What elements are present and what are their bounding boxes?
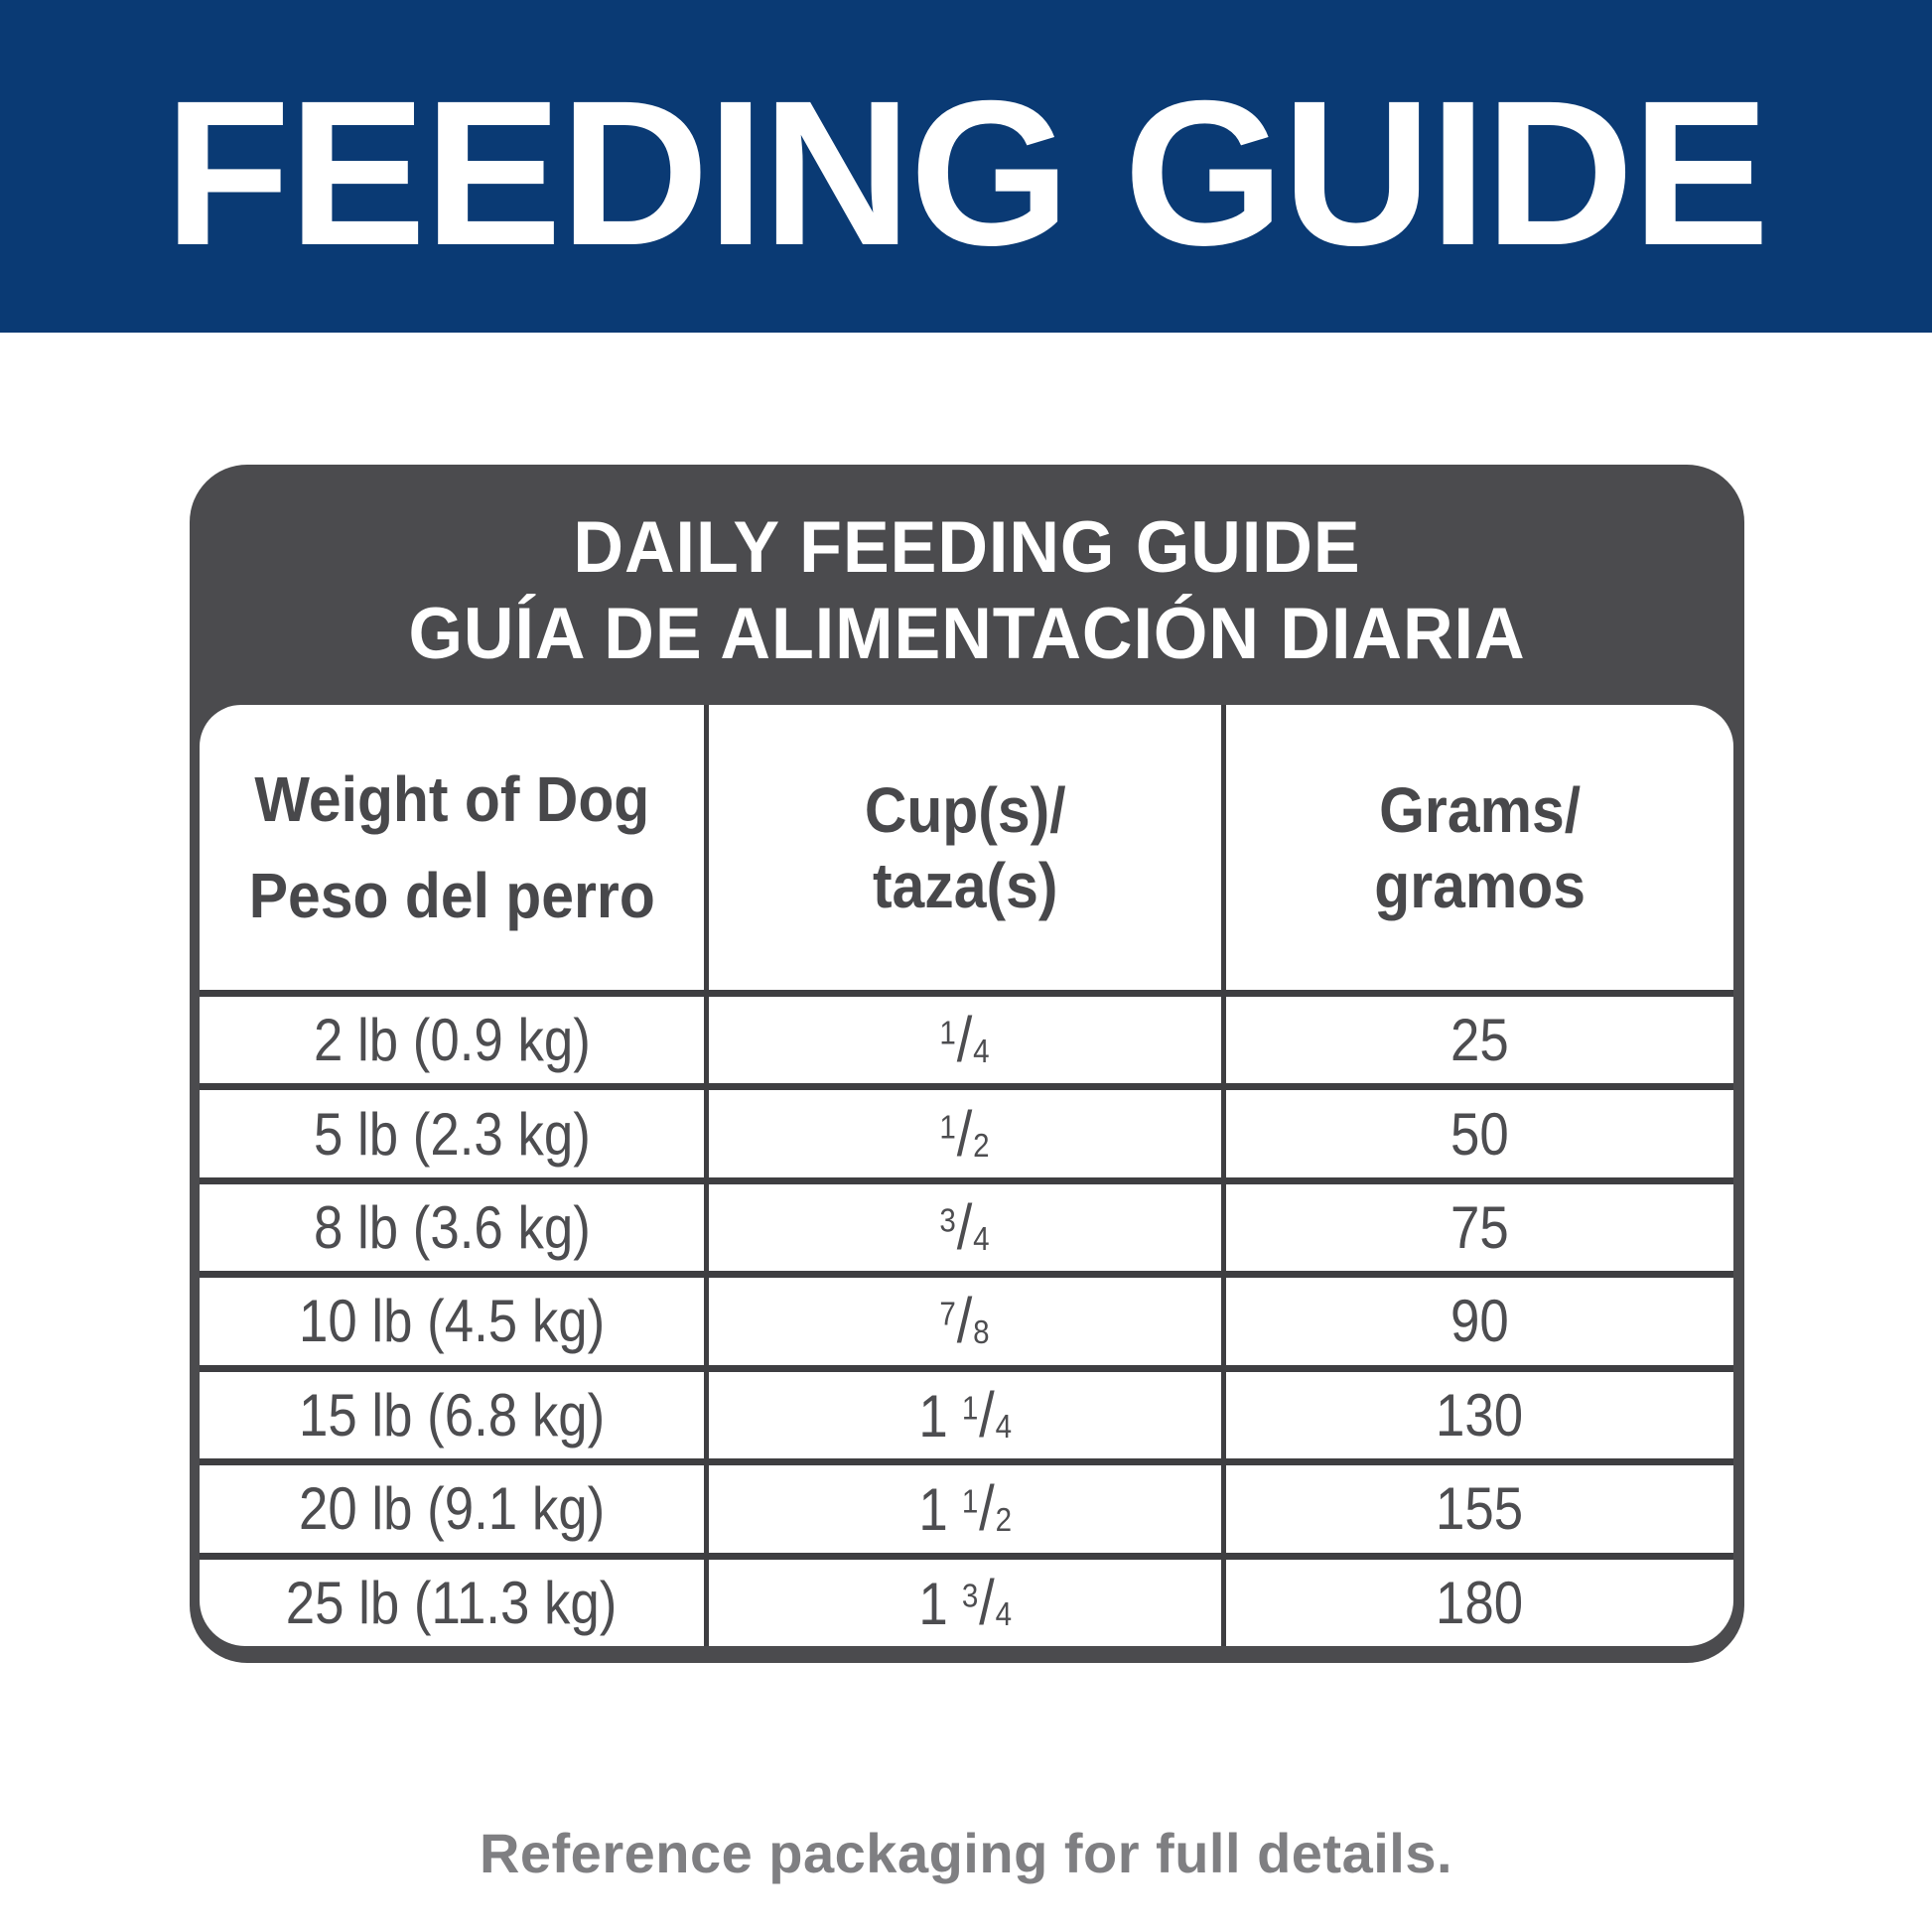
footer-note: Reference packaging for full details. bbox=[479, 1822, 1453, 1884]
table-cell-grams: 130 bbox=[1221, 1364, 1733, 1459]
cups-whole-number: 1 bbox=[918, 1476, 948, 1544]
top-banner: FEEDING GUIDE bbox=[0, 0, 1932, 333]
panel-title-line2: GUÍA DE ALIMENTACIÓN DIARIA bbox=[408, 594, 1526, 674]
table-cell-grams: 75 bbox=[1221, 1176, 1733, 1272]
panel-title-line1: DAILY FEEDING GUIDE bbox=[573, 507, 1361, 588]
cups-fraction-slash: / bbox=[978, 1473, 995, 1545]
cups-fraction-denominator: 2 bbox=[973, 1127, 991, 1165]
cups-fraction-slash: / bbox=[978, 1567, 995, 1638]
cups-fraction-denominator: 4 bbox=[973, 1221, 991, 1259]
grams-value: 155 bbox=[1436, 1475, 1524, 1543]
column-header-weight: Weight of Dog Peso del perro bbox=[200, 705, 704, 990]
table-cell-weight: 15 lb (6.8 kg) bbox=[200, 1364, 704, 1458]
cups-fraction-numerator: 7 bbox=[939, 1297, 957, 1334]
column-header-weight-line2: Peso del perro bbox=[248, 859, 655, 931]
column-header-cups-line2: taza(s) bbox=[872, 849, 1058, 921]
table-cell-cups: 1 1/4 bbox=[704, 1364, 1221, 1459]
table-cell-grams: 155 bbox=[1221, 1458, 1733, 1553]
column-header-cups-line1: Cup(s)/ bbox=[864, 773, 1066, 846]
table-cell-grams: 50 bbox=[1221, 1083, 1733, 1177]
grams-value: 90 bbox=[1450, 1288, 1509, 1355]
table-cell-cups: 1 3/4 bbox=[704, 1552, 1221, 1646]
table-cell-weight: 5 lb (2.3 kg) bbox=[200, 1083, 704, 1176]
table-cell-cups: 7/8 bbox=[704, 1271, 1221, 1365]
feeding-table: Weight of Dog Peso del perro Cup(s)/taza(s… bbox=[200, 705, 1733, 1646]
cups-whole-number: 1 bbox=[918, 1382, 948, 1449]
cups-fraction-denominator: 4 bbox=[995, 1408, 1012, 1446]
table-cell-cups: 3/4 bbox=[704, 1176, 1221, 1272]
cups-value: 1/4 bbox=[940, 1004, 990, 1076]
cups-fraction-slash: / bbox=[957, 1192, 973, 1264]
cups-fraction-slash: / bbox=[957, 1098, 973, 1170]
table-cell-weight: 2 lb (0.9 kg) bbox=[200, 990, 704, 1083]
cups-fraction-slash: / bbox=[957, 1005, 973, 1076]
table-cell-grams: 90 bbox=[1221, 1271, 1733, 1365]
grams-value: 130 bbox=[1436, 1381, 1524, 1449]
cups-fraction-slash: / bbox=[978, 1379, 995, 1450]
column-header-grams-label: Grams/gramos bbox=[1374, 772, 1586, 923]
cups-value: 1/2 bbox=[940, 1098, 990, 1171]
cups-fraction-denominator: 4 bbox=[973, 1034, 991, 1071]
column-header-weight-label: Weight of Dog Peso del perro bbox=[248, 752, 654, 944]
table-cell-weight: 8 lb (3.6 kg) bbox=[200, 1176, 704, 1271]
weight-value: 20 lb (9.1 kg) bbox=[298, 1475, 606, 1543]
table-cell-cups: 1/4 bbox=[704, 990, 1221, 1084]
grams-value: 180 bbox=[1436, 1569, 1524, 1636]
table-cell-grams: 25 bbox=[1221, 990, 1733, 1084]
table-cell-weight: 25 lb (11.3 kg) bbox=[200, 1552, 704, 1646]
page-title: FEEDING GUIDE bbox=[164, 59, 1769, 289]
weight-value: 15 lb (6.8 kg) bbox=[298, 1381, 606, 1449]
table-cell-grams: 180 bbox=[1221, 1552, 1733, 1646]
cups-fraction-numerator: 1 bbox=[961, 1390, 979, 1428]
weight-value: 5 lb (2.3 kg) bbox=[313, 1100, 591, 1168]
column-header-cups-label: Cup(s)/taza(s) bbox=[865, 772, 1066, 923]
cups-fraction-numerator: 1 bbox=[939, 1109, 957, 1147]
column-header-cups: Cup(s)/taza(s) bbox=[704, 705, 1221, 990]
cups-fraction-numerator: 1 bbox=[961, 1483, 979, 1521]
weight-value: 2 lb (0.9 kg) bbox=[313, 1007, 591, 1074]
cups-fraction-slash: / bbox=[957, 1286, 973, 1357]
column-header-weight-line1: Weight of Dog bbox=[254, 762, 649, 835]
cups-fraction-numerator: 1 bbox=[939, 1015, 957, 1052]
column-header-grams: Grams/gramos bbox=[1221, 705, 1733, 990]
weight-value: 10 lb (4.5 kg) bbox=[298, 1288, 606, 1355]
table-cell-cups: 1 1/2 bbox=[704, 1458, 1221, 1553]
cups-fraction-denominator: 8 bbox=[973, 1314, 991, 1352]
weight-value: 8 lb (3.6 kg) bbox=[313, 1194, 591, 1262]
grams-value: 25 bbox=[1450, 1007, 1509, 1074]
column-header-grams-line1: Grams/ bbox=[1379, 773, 1581, 846]
weight-value: 25 lb (11.3 kg) bbox=[286, 1569, 618, 1636]
cups-fraction-denominator: 4 bbox=[995, 1595, 1012, 1633]
cups-fraction-denominator: 2 bbox=[995, 1502, 1012, 1540]
table-cell-cups: 1/2 bbox=[704, 1083, 1221, 1177]
cups-value: 1 3/4 bbox=[918, 1567, 1012, 1639]
cups-whole-number: 1 bbox=[918, 1570, 948, 1637]
column-header-grams-line2: gramos bbox=[1374, 849, 1586, 921]
cups-value: 1 1/4 bbox=[918, 1379, 1012, 1451]
grams-value: 50 bbox=[1450, 1100, 1509, 1168]
panel-title: DAILY FEEDING GUIDE GUÍA DE ALIMENTACIÓN… bbox=[190, 465, 1744, 677]
cups-fraction-numerator: 3 bbox=[939, 1202, 957, 1240]
table-cell-weight: 20 lb (9.1 kg) bbox=[200, 1458, 704, 1552]
cups-value: 1 1/2 bbox=[918, 1472, 1012, 1545]
cups-fraction-numerator: 3 bbox=[961, 1578, 979, 1615]
cups-value: 3/4 bbox=[940, 1191, 990, 1264]
daily-feeding-guide-panel: DAILY FEEDING GUIDE GUÍA DE ALIMENTACIÓN… bbox=[190, 465, 1744, 1663]
table-cell-weight: 10 lb (4.5 kg) bbox=[200, 1271, 704, 1364]
cups-value: 7/8 bbox=[940, 1285, 990, 1357]
grams-value: 75 bbox=[1450, 1194, 1509, 1262]
